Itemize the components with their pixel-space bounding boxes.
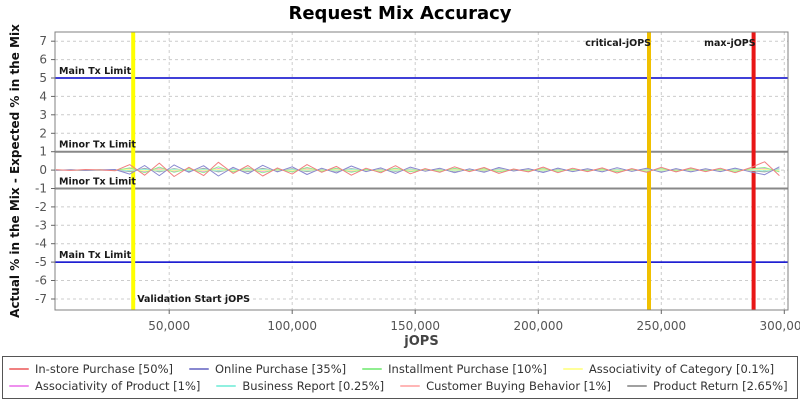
legend-item-installment-purchase: Installment Purchase [10%]	[362, 362, 547, 376]
y-tick-label: -5	[35, 255, 47, 269]
y-tick-label: -2	[35, 200, 47, 214]
legend-item-customer-buying-behavior: Customer Buying Behavior [1%]	[400, 379, 611, 393]
legend-item-in-store-purchase: In-store Purchase [50%]	[9, 362, 173, 376]
legend-label: Online Purchase [35%]	[214, 362, 347, 376]
legend-swatch-icon	[400, 385, 421, 387]
x-tick-label: 300,000	[759, 319, 800, 333]
legend-item-associativity-of-category: Associativity of Category [0.1%]	[562, 362, 775, 376]
legend-label: In-store Purchase [50%]	[35, 362, 173, 376]
y-tick-label: 4	[39, 89, 47, 103]
y-tick-label: 2	[39, 126, 47, 140]
legend-swatch-icon	[562, 368, 583, 370]
legend: In-store Purchase [50%] Online Purchase […	[2, 356, 798, 399]
x-tick-label: 50,000	[148, 319, 190, 333]
y-tick-label: -1	[35, 182, 47, 196]
legend-swatch-icon	[626, 385, 647, 387]
plot-area: 7 6 5 4 3 2 1 0 -1 -2 -3 -4 -5 -6 -7 50,000 100,000 150,0…	[35, 31, 800, 333]
x-tick-label: 150,000	[390, 319, 440, 333]
x-tick-label: 100,000	[267, 319, 317, 333]
chart-title: Request Mix Accuracy	[288, 3, 512, 24]
marker-label-critical-jops: critical-jOPS	[585, 38, 651, 49]
legend-item-business-report: Business Report [0.25%]	[216, 379, 384, 393]
plot-border	[54, 31, 789, 311]
legend-label: Product Return [2.65%]	[652, 379, 788, 393]
x-tick-label: 250,000	[636, 319, 686, 333]
legend-item-product-return: Product Return [2.65%]	[626, 379, 788, 393]
y-tick-label: 1	[39, 145, 47, 159]
legend-label: Customer Buying Behavior [1%]	[426, 379, 611, 393]
legend-label: Associativity of Category [0.1%]	[588, 362, 775, 376]
x-tick-label: 200,000	[513, 319, 563, 333]
marker-label-max-jops: max-jOPS	[704, 38, 756, 49]
y-tick-label: 0	[39, 163, 47, 177]
y-tick-label: 3	[39, 108, 47, 122]
x-axis-title: jOPS	[404, 334, 439, 349]
y-tick-label: -7	[35, 292, 47, 306]
legend-row: In-store Purchase [50%] Online Purchase […	[9, 362, 791, 376]
y-tick-label: 5	[39, 71, 47, 85]
y-tick-label: -6	[35, 274, 47, 288]
legend-item-associativity-of-product: Associativity of Product [1%]	[9, 379, 200, 393]
y-tick-label: -4	[35, 237, 47, 251]
y-tick-label: 7	[39, 34, 47, 48]
y-tick-label: -3	[35, 218, 47, 232]
y-tick-label: 6	[39, 53, 47, 67]
legend-swatch-icon	[362, 368, 383, 370]
legend-swatch-icon	[216, 385, 237, 387]
legend-swatch-icon	[9, 385, 29, 387]
limit-label-minor-tx-limit--1: Minor Tx Limit	[59, 177, 136, 188]
legend-swatch-icon	[9, 368, 29, 370]
legend-row: Associativity of Product [1%] Business Re…	[9, 379, 791, 393]
limit-label-main-tx-limit--5: Main Tx Limit	[59, 250, 132, 261]
marker-label-validation-start-jops: Validation Start jOPS	[137, 294, 250, 305]
legend-label: Installment Purchase [10%]	[388, 362, 547, 376]
legend-label: Associativity of Product [1%]	[35, 379, 201, 393]
series-line-online-purchase	[55, 164, 780, 177]
legend-item-online-purchase: Online Purchase [35%]	[188, 362, 347, 376]
legend-swatch-icon	[188, 368, 209, 370]
series-line-in-store-purchase	[55, 161, 780, 177]
series-line-installment-purchase	[55, 166, 780, 174]
limit-label-main-tx-limit-5: Main Tx Limit	[59, 66, 132, 77]
limit-label-minor-tx-limit-1: Minor Tx Limit	[59, 140, 136, 151]
legend-label: Business Report [0.25%]	[242, 379, 385, 393]
